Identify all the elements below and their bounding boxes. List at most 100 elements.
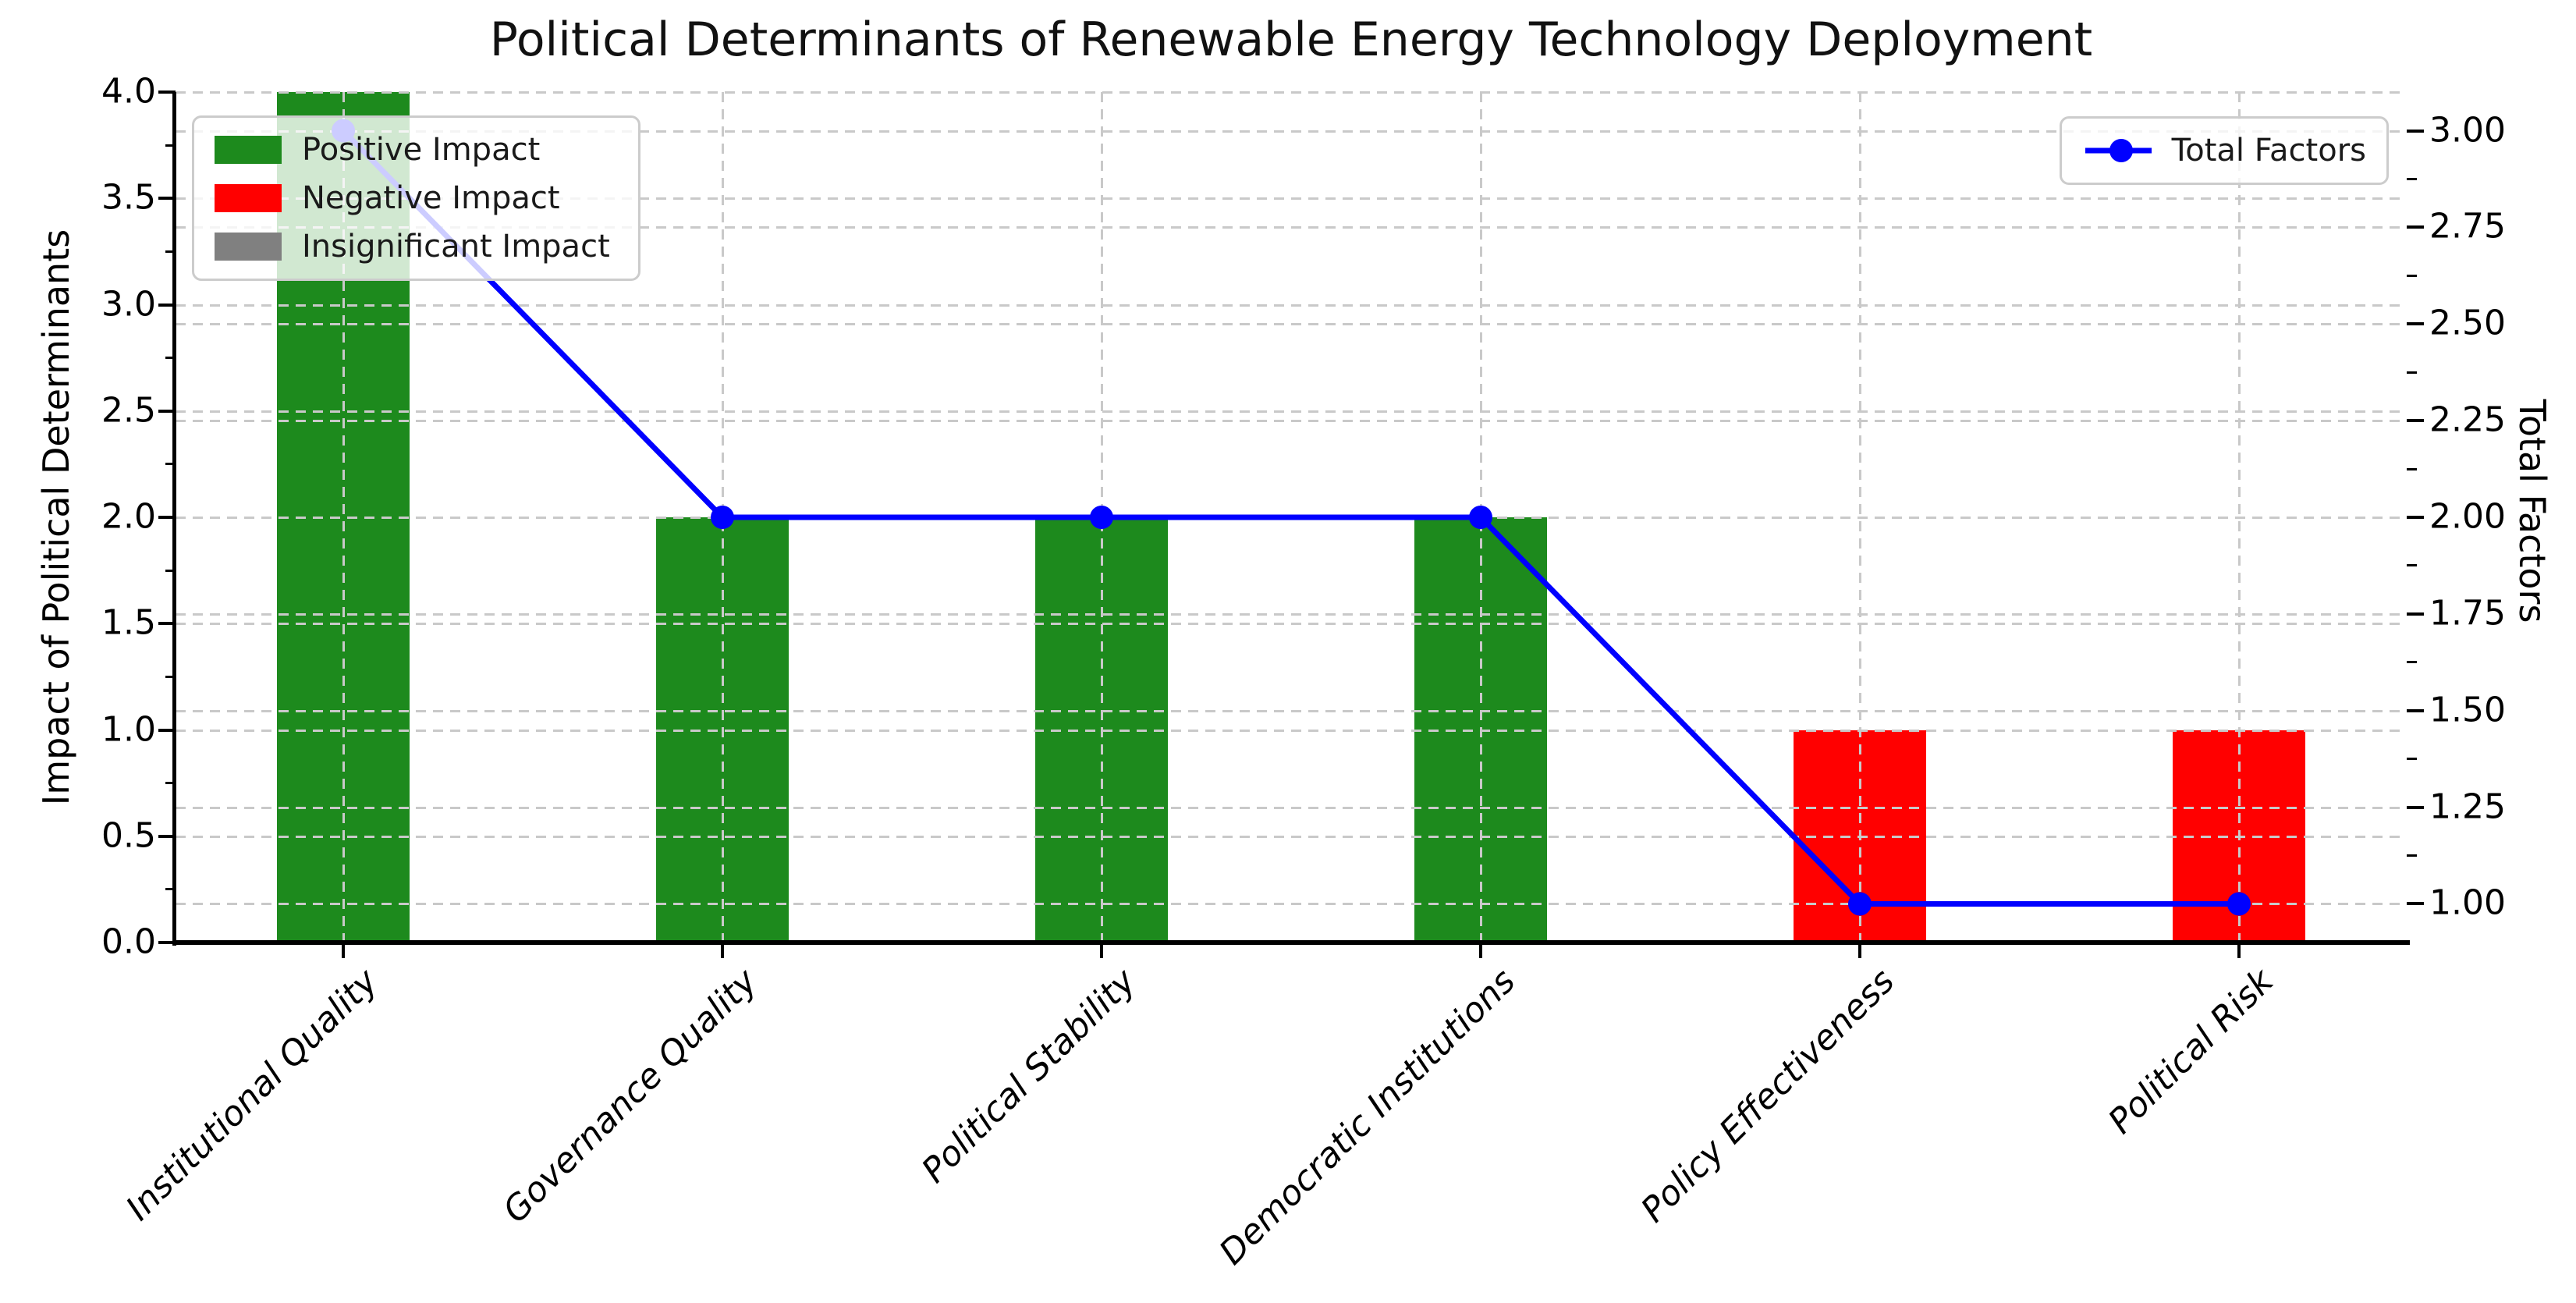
gridline-right-1.25 xyxy=(176,806,2407,809)
right-minor-tick-2.25 xyxy=(2407,371,2417,374)
right-minor-tick-2 xyxy=(2407,467,2417,470)
gridline-right-3 xyxy=(176,130,2407,133)
left-tick-label-2.5: 2.5 xyxy=(101,390,156,431)
gridline-right-2.5 xyxy=(176,323,2407,326)
gridline-left-3.5 xyxy=(176,197,2407,201)
right-tick-label-2.75: 2.75 xyxy=(2429,206,2506,247)
line-legend: Total Factors xyxy=(2060,116,2389,185)
right-major-tick-2 xyxy=(2407,516,2424,519)
left-tick-label-3: 3.0 xyxy=(101,283,156,324)
gridline-political-risk xyxy=(2237,92,2241,943)
right-minor-tick-1.25 xyxy=(2407,758,2417,761)
right-major-tick-2.5 xyxy=(2407,322,2424,326)
legend-patch-negative-impact xyxy=(215,184,282,212)
legend-row-positive-impact: Positive Impact xyxy=(215,132,618,168)
gridline-left-4 xyxy=(176,91,2407,94)
left-major-tick-4 xyxy=(158,91,176,94)
left-major-tick-3.5 xyxy=(158,197,176,201)
gridline-left-0.5 xyxy=(176,835,2407,838)
left-tick-label-1.5: 1.5 xyxy=(101,602,156,643)
right-tick-label-1: 1.00 xyxy=(2429,882,2506,923)
line-legend-label: Total Factors xyxy=(2171,133,2366,169)
left-major-tick-1 xyxy=(158,728,176,732)
left-major-tick-3 xyxy=(158,303,176,307)
x-tick-democratic-institutions xyxy=(1478,944,1482,958)
left-minor-tick-1 xyxy=(165,675,176,678)
right-tick-label-2.25: 2.25 xyxy=(2429,399,2506,440)
right-minor-tick-2.75 xyxy=(2407,177,2417,180)
line-marker-political-stability xyxy=(1090,506,1114,529)
gridline-left-1.5 xyxy=(176,623,2407,626)
right-axis-label: Total Factors xyxy=(2511,399,2553,623)
right-tick-label-3: 3.00 xyxy=(2429,110,2506,151)
left-minor-tick-1.5 xyxy=(165,569,176,572)
right-tick-label-1.75: 1.75 xyxy=(2429,593,2506,634)
left-minor-tick-0.5 xyxy=(165,782,176,785)
gridline-right-2.25 xyxy=(176,420,2407,423)
left-major-tick-2.5 xyxy=(158,409,176,413)
left-minor-tick-3.5 xyxy=(165,144,176,147)
left-tick-label-3.5: 3.5 xyxy=(101,177,156,218)
right-major-tick-1.75 xyxy=(2407,612,2424,616)
right-major-tick-1.5 xyxy=(2407,708,2424,712)
x-tick-institutional-quality xyxy=(342,944,346,958)
left-tick-label-0: 0.0 xyxy=(101,921,156,962)
line-marker-policy-effectiveness xyxy=(1847,892,1872,916)
x-tick-governance-quality xyxy=(721,944,725,958)
x-tick-political-risk xyxy=(2237,944,2241,958)
left-tick-label-1: 1.0 xyxy=(101,708,156,749)
gridline-left-3 xyxy=(176,304,2407,307)
legend-label-positive-impact: Positive Impact xyxy=(302,132,541,168)
right-minor-tick-1.75 xyxy=(2407,564,2417,567)
left-tick-label-4: 4.0 xyxy=(101,71,156,112)
line-marker-democratic-institutions xyxy=(1468,506,1492,529)
gridline-left-1 xyxy=(176,729,2407,732)
right-tick-label-2.5: 2.50 xyxy=(2429,303,2506,343)
right-major-tick-3 xyxy=(2407,129,2424,133)
left-major-tick-0.5 xyxy=(158,834,176,838)
chart-title: Political Determinants of Renewable Ener… xyxy=(489,12,2093,67)
gridline-institutional-quality xyxy=(342,92,346,943)
left-minor-tick-2 xyxy=(165,463,176,466)
legend-row-insignificant-impact: Insignificant Impact xyxy=(215,229,618,265)
right-minor-tick-1.5 xyxy=(2407,661,2417,664)
right-tick-label-2: 2.00 xyxy=(2429,496,2506,537)
line-marker-political-risk xyxy=(2227,892,2251,916)
right-major-tick-2.25 xyxy=(2407,419,2424,423)
right-tick-label-1.25: 1.25 xyxy=(2429,786,2506,827)
gridline-right-2.75 xyxy=(176,226,2407,229)
left-tick-label-0.5: 0.5 xyxy=(101,815,156,856)
left-minor-tick-3 xyxy=(165,250,176,253)
left-tick-label-2: 2.0 xyxy=(101,496,156,537)
gridline-left-2.5 xyxy=(176,410,2407,413)
x-tick-political-stability xyxy=(1100,944,1103,958)
gridline-right-1 xyxy=(176,903,2407,906)
left-minor-tick-0 xyxy=(165,888,176,891)
legend-row-negative-impact: Negative Impact xyxy=(215,180,618,216)
line-marker-governance-quality xyxy=(711,506,735,529)
legend-label-insignificant-impact: Insignificant Impact xyxy=(302,229,610,265)
bar-legend: Positive Impact Negative Impact Insignific… xyxy=(192,115,640,281)
bottom-spine xyxy=(172,940,2410,945)
right-major-tick-1.25 xyxy=(2407,805,2424,809)
left-major-tick-1.5 xyxy=(158,622,176,626)
left-minor-tick-2.5 xyxy=(165,357,176,360)
legend-patch-insignificant-impact xyxy=(215,233,282,261)
right-minor-tick-2.5 xyxy=(2407,274,2417,277)
legend-label-negative-impact: Negative Impact xyxy=(302,180,560,216)
right-major-tick-1 xyxy=(2407,902,2424,906)
right-minor-tick-1 xyxy=(2407,854,2417,857)
left-major-tick-2 xyxy=(158,516,176,519)
gridline-policy-effectiveness xyxy=(1858,92,1861,943)
left-spine xyxy=(172,92,176,946)
legend-patch-positive-impact xyxy=(215,136,282,164)
gridline-right-1.75 xyxy=(176,612,2407,616)
gridline-right-1.5 xyxy=(176,709,2407,712)
right-tick-label-1.5: 1.50 xyxy=(2429,690,2506,730)
right-major-tick-2.75 xyxy=(2407,225,2424,229)
x-tick-policy-effectiveness xyxy=(1857,944,1861,958)
total-factors-legend-sample xyxy=(2085,139,2152,162)
left-major-tick-0 xyxy=(158,941,176,944)
